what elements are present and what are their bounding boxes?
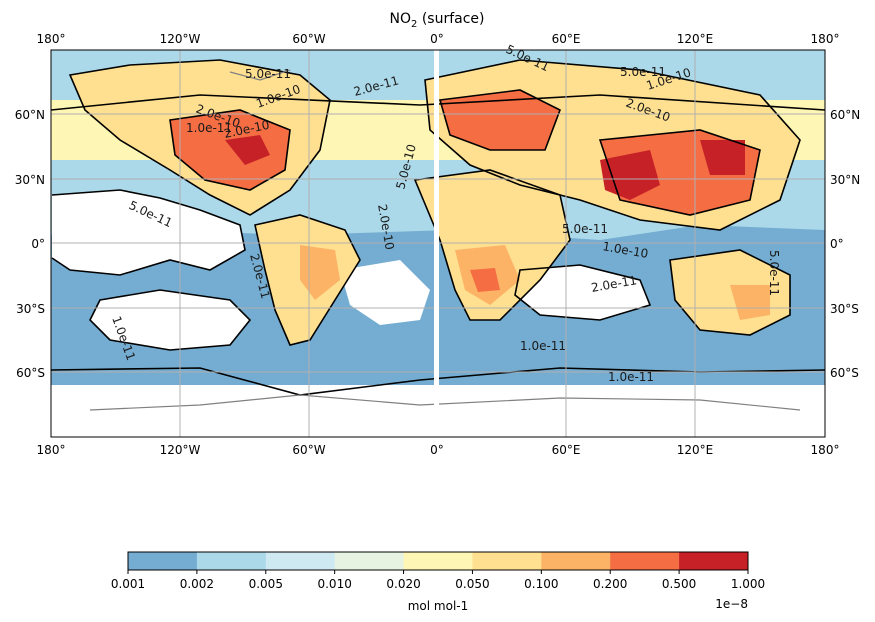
lon-ticks-bottom: 180° 120°W 60°W 0° 60°E 120°E 180° bbox=[37, 443, 840, 457]
colorbar-cell bbox=[403, 552, 473, 570]
colorbar-label: mol mol-1 bbox=[408, 599, 469, 613]
lon-tick: 120°W bbox=[160, 32, 201, 46]
coastlines bbox=[89, 69, 801, 411]
north-pacific-clean bbox=[52, 190, 245, 275]
colorbar-cell bbox=[334, 552, 405, 570]
colorbar-cell bbox=[472, 552, 542, 570]
lat-tick: 0° bbox=[31, 237, 45, 251]
lon-tick: 0° bbox=[430, 443, 444, 457]
us-peak bbox=[225, 135, 270, 165]
south-pacific-clean bbox=[90, 290, 250, 350]
colorbar-tick-label: 0.005 bbox=[249, 577, 283, 591]
india-peak bbox=[700, 140, 745, 175]
lat-tick: 30°N bbox=[830, 173, 860, 187]
colorbar-cell bbox=[265, 552, 336, 570]
colorbar-tick-label: 0.001 bbox=[111, 577, 145, 591]
lon-tick: 0° bbox=[430, 32, 444, 46]
africa-peak bbox=[470, 268, 500, 292]
colorbar-tick-label: 0.002 bbox=[180, 577, 214, 591]
colorbar-tick-label: 0.010 bbox=[317, 577, 351, 591]
lat-tick: 60°S bbox=[830, 366, 859, 380]
europe-hotspot bbox=[440, 90, 560, 150]
colorbar-multiplier: 1e−8 bbox=[715, 597, 748, 611]
lat-tick: 0° bbox=[830, 237, 844, 251]
colorbar: 0.001 0.002 0.005 0.010 0.020 0.050 0.100 0.200… bbox=[111, 551, 765, 613]
lon-tick: 120°W bbox=[160, 443, 201, 457]
contour-label-group: 5.0e-11 1.0e-10 2.0e-10 2.0e-11 1.0e-11 … bbox=[109, 42, 781, 384]
lon-tick: 120°E bbox=[677, 443, 714, 457]
south-atlantic-clean bbox=[340, 260, 430, 325]
colorbar-cell bbox=[128, 552, 198, 570]
lat-tick: 30°S bbox=[830, 302, 859, 316]
colorbar-cell bbox=[679, 552, 749, 570]
colorbar-tick-label: 0.020 bbox=[386, 577, 420, 591]
map-title: NO2 (surface) bbox=[390, 11, 485, 30]
map-panel bbox=[50, 49, 826, 438]
indian-ocean-clean bbox=[515, 265, 650, 320]
lat-ticks-left: 60°N 30°N 0° 30°S 60°S bbox=[15, 108, 45, 380]
lon-tick: 60°E bbox=[552, 32, 581, 46]
lat-tick: 30°N bbox=[15, 173, 45, 187]
colorbar-cell bbox=[610, 552, 680, 570]
colorbar-ticks: 0.001 0.002 0.005 0.010 0.020 0.050 0.100 0.200… bbox=[111, 570, 765, 591]
africa-field bbox=[415, 170, 570, 320]
lon-tick: 120°E bbox=[677, 32, 714, 46]
colorbar-tick-label: 1.000 bbox=[731, 577, 765, 591]
contour-label: 5.0e-11 bbox=[620, 65, 666, 79]
contour-label: 1.0e-11 bbox=[608, 370, 654, 384]
us-hotspot bbox=[170, 110, 290, 190]
contour-label: 5.0e-11 bbox=[767, 250, 781, 296]
contour-label: 1.0e-11 bbox=[186, 121, 232, 135]
colorbar-cells bbox=[128, 552, 749, 570]
contour-label: 5.0e-11 bbox=[562, 222, 608, 236]
lon-tick: 60°E bbox=[552, 443, 581, 457]
map-border bbox=[50, 49, 826, 438]
lon-tick: 180° bbox=[811, 32, 840, 46]
colorbar-tick-label: 0.200 bbox=[593, 577, 627, 591]
lon-tick: 180° bbox=[37, 32, 66, 46]
contour-lines bbox=[51, 59, 825, 396]
lat-tick: 60°S bbox=[16, 366, 45, 380]
colorbar-border bbox=[127, 551, 749, 571]
south-america-hotspot bbox=[300, 245, 340, 300]
colorbar-tick-label: 0.050 bbox=[455, 577, 489, 591]
colorbar-tick-label: 0.500 bbox=[662, 577, 696, 591]
lat-tick: 30°S bbox=[16, 302, 45, 316]
lat-tick: 60°N bbox=[15, 108, 45, 122]
colorbar-cell bbox=[541, 552, 611, 570]
dateline-gap bbox=[434, 50, 439, 437]
colorbar-cell bbox=[196, 552, 267, 570]
australia-hotspot bbox=[730, 285, 770, 320]
lat-ticks-right: 60°N 30°N 0° 30°S 60°S bbox=[830, 108, 860, 380]
lon-ticks-top: 180° 120°W 60°W 0° 60°E 120°E 180° bbox=[37, 32, 840, 46]
lon-tick: 180° bbox=[37, 443, 66, 457]
colorbar-tick-label: 0.100 bbox=[524, 577, 558, 591]
lon-tick: 180° bbox=[811, 443, 840, 457]
lon-tick: 60°W bbox=[292, 443, 325, 457]
contour-label: 1.0e-11 bbox=[520, 339, 566, 353]
lon-tick: 60°W bbox=[292, 32, 325, 46]
contour-label: 5.0e-11 bbox=[245, 67, 291, 81]
lat-tick: 60°N bbox=[830, 108, 860, 122]
